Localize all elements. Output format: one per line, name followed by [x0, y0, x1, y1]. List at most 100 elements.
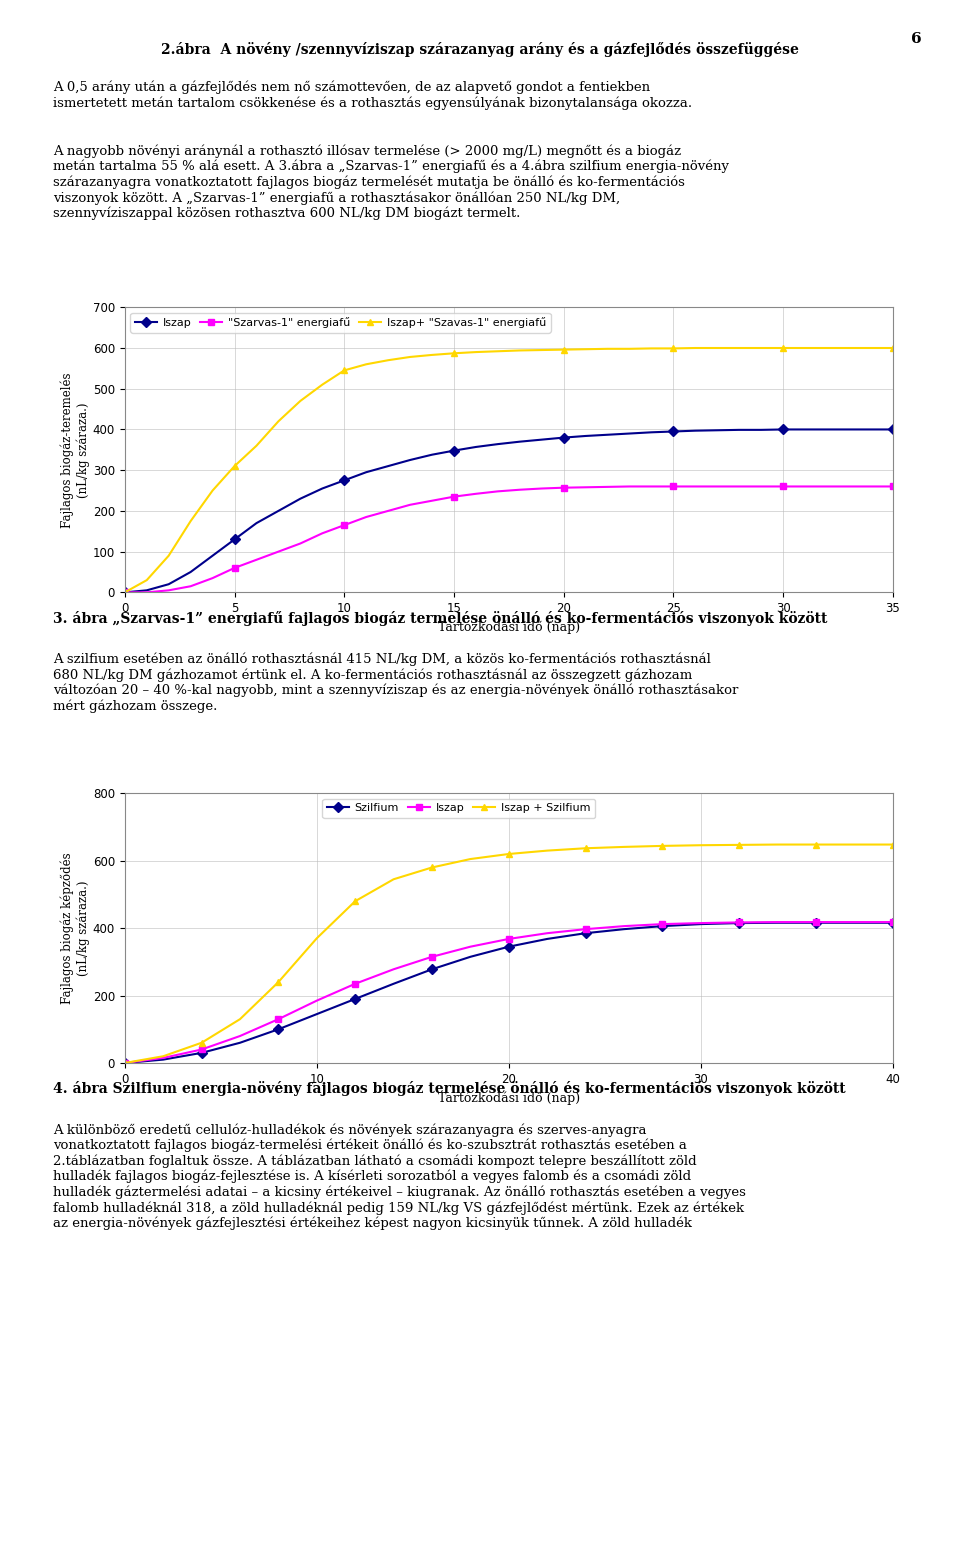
Iszap: [141, 581, 153, 599]
"Szarvas-1" energiafű: [602, 478, 613, 496]
"Szarvas-1" energiafű: [536, 479, 547, 498]
Iszap: [756, 421, 767, 439]
Iszap+ "Szavas-1" energiafű: [887, 339, 899, 358]
Iszap: [492, 435, 504, 453]
Iszap + Szilfium: [465, 849, 476, 868]
X-axis label: Tartózkodási idő (nap): Tartózkodási idő (nap): [438, 621, 580, 635]
Iszap + Szilfium: [580, 838, 591, 857]
Iszap: [887, 421, 899, 439]
Iszap: [689, 421, 701, 439]
Iszap + Szilfium: [157, 1046, 169, 1065]
"Szarvas-1" energiafű: [778, 478, 789, 496]
Iszap: [618, 917, 630, 935]
"Szarvas-1" energiafű: [448, 487, 460, 505]
Iszap: [311, 991, 323, 1009]
Iszap+ "Szavas-1" energiafű: [448, 344, 460, 362]
Iszap: [426, 445, 438, 464]
Iszap+ "Szavas-1" energiafű: [756, 339, 767, 358]
Line: Iszap: Iszap: [121, 918, 897, 1066]
Iszap: [733, 914, 745, 932]
Szilfium: [157, 1051, 169, 1069]
Iszap: [580, 427, 591, 445]
Iszap + Szilfium: [388, 871, 399, 889]
Iszap+ "Szavas-1" energiafű: [667, 339, 679, 358]
"Szarvas-1" energiafű: [251, 550, 262, 569]
Iszap+ "Szavas-1" energiafű: [492, 342, 504, 361]
Iszap+ "Szavas-1" energiafű: [689, 339, 701, 358]
Iszap: [404, 452, 416, 470]
Iszap: [119, 1054, 131, 1073]
"Szarvas-1" energiafű: [756, 478, 767, 496]
"Szarvas-1" energiafű: [382, 502, 394, 521]
Iszap: [360, 462, 372, 481]
Szilfium: [772, 914, 783, 932]
Iszap + Szilfium: [196, 1034, 207, 1053]
Iszap: [251, 513, 262, 532]
"Szarvas-1" energiafű: [646, 478, 658, 496]
Szilfium: [273, 1020, 284, 1039]
Iszap+ "Szavas-1" energiafű: [141, 570, 153, 589]
Text: 4. ábra Szilfium energia-növény fajlagos biogáz termelése önálló és ko-fermentác: 4. ábra Szilfium energia-növény fajlagos…: [53, 1082, 846, 1097]
Szilfium: [657, 917, 668, 935]
Iszap: [887, 912, 899, 931]
Iszap + Szilfium: [503, 844, 515, 863]
Szilfium: [887, 914, 899, 932]
Iszap + Szilfium: [618, 838, 630, 857]
"Szarvas-1" energiafű: [317, 524, 328, 542]
Iszap: [273, 502, 284, 521]
Szilfium: [234, 1034, 246, 1053]
Iszap+ "Szavas-1" energiafű: [382, 351, 394, 370]
"Szarvas-1" energiafű: [339, 516, 350, 535]
Iszap: [646, 424, 658, 442]
Iszap+ "Szavas-1" energiafű: [273, 411, 284, 430]
Iszap+ "Szavas-1" energiafű: [514, 341, 525, 359]
Szilfium: [618, 920, 630, 938]
Iszap + Szilfium: [234, 1009, 246, 1028]
Iszap+ "Szavas-1" energiafű: [251, 436, 262, 455]
"Szarvas-1" energiafű: [689, 478, 701, 496]
Szilfium: [465, 948, 476, 966]
Iszap: [388, 960, 399, 979]
Iszap+ "Szavas-1" energiafű: [711, 339, 723, 358]
Iszap + Szilfium: [657, 837, 668, 855]
Iszap+ "Szavas-1" energiafű: [206, 481, 218, 499]
Iszap: [382, 456, 394, 475]
Iszap + Szilfium: [311, 929, 323, 948]
Iszap+ "Szavas-1" energiafű: [228, 456, 240, 475]
Iszap+ "Szavas-1" energiafű: [602, 339, 613, 358]
"Szarvas-1" energiafű: [295, 535, 306, 553]
Legend: Iszap, "Szarvas-1" energiafű, Iszap+ "Szavas-1" energiafű: Iszap, "Szarvas-1" energiafű, Iszap+ "Sz…: [131, 313, 551, 333]
Iszap: [228, 530, 240, 549]
Iszap: [163, 575, 175, 593]
Iszap: [349, 974, 361, 992]
"Szarvas-1" energiafű: [865, 478, 876, 496]
Line: Iszap+ "Szavas-1" energiafű: Iszap+ "Szavas-1" energiafű: [121, 345, 897, 596]
"Szarvas-1" energiafű: [119, 582, 131, 601]
"Szarvas-1" energiafű: [624, 478, 636, 496]
Iszap+ "Szavas-1" energiafű: [778, 339, 789, 358]
Iszap: [711, 421, 723, 439]
Iszap: [119, 582, 131, 601]
Iszap+ "Szavas-1" energiafű: [800, 339, 811, 358]
Iszap: [234, 1026, 246, 1045]
Legend: Szilfium, Iszap, Iszap + Szilfium: Szilfium, Iszap, Iszap + Szilfium: [323, 798, 595, 818]
Iszap+ "Szavas-1" energiafű: [185, 512, 197, 530]
Iszap: [733, 421, 745, 439]
Iszap: [558, 428, 569, 447]
"Szarvas-1" energiafű: [887, 478, 899, 496]
Iszap: [448, 441, 460, 459]
Iszap+ "Szavas-1" energiafű: [580, 341, 591, 359]
"Szarvas-1" energiafű: [228, 559, 240, 578]
Iszap + Szilfium: [541, 841, 553, 860]
"Szarvas-1" energiafű: [711, 478, 723, 496]
Iszap: [849, 912, 860, 931]
Iszap: [624, 424, 636, 442]
"Szarvas-1" energiafű: [470, 484, 482, 502]
Iszap: [470, 438, 482, 456]
Iszap+ "Szavas-1" energiafű: [558, 341, 569, 359]
"Szarvas-1" energiafű: [404, 496, 416, 515]
Iszap + Szilfium: [695, 835, 707, 854]
Iszap: [295, 490, 306, 509]
"Szarvas-1" energiafű: [492, 482, 504, 501]
Text: 6: 6: [911, 32, 922, 46]
